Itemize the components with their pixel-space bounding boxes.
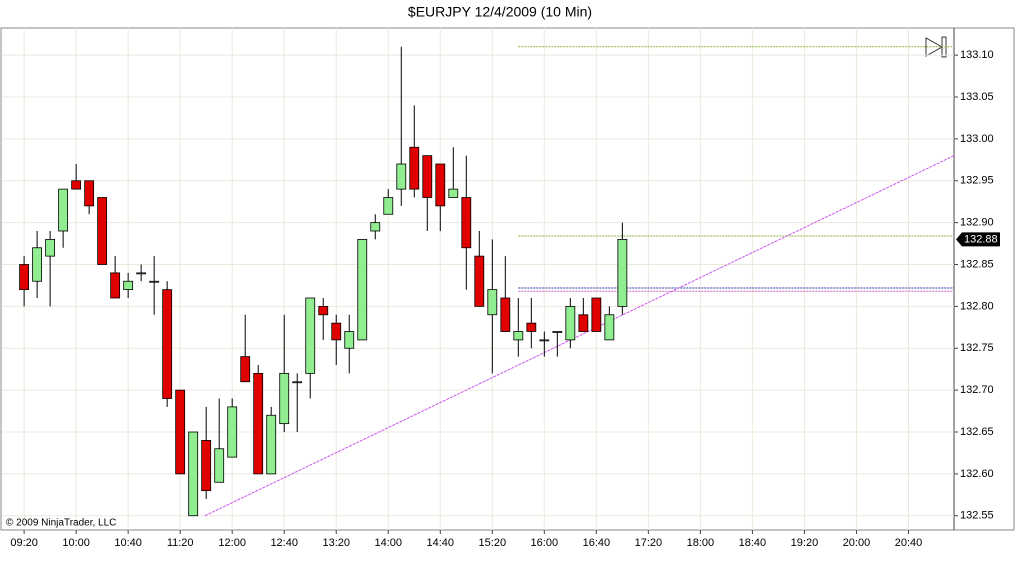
y-tick-label: 132.90 <box>960 217 994 229</box>
x-tick-label: 14:40 <box>427 537 455 549</box>
candle-body <box>318 305 329 316</box>
trendline <box>204 155 955 517</box>
x-tick-label: 16:40 <box>583 537 611 549</box>
candle-body <box>123 280 134 291</box>
candle-body <box>435 163 446 207</box>
candle-body <box>149 280 160 283</box>
x-tick-label: 18:40 <box>739 537 767 549</box>
candle-body <box>175 389 186 475</box>
x-tick-label: 12:40 <box>270 537 298 549</box>
y-tick-label: 132.75 <box>960 342 994 354</box>
y-tick-label: 132.80 <box>960 300 994 312</box>
candle-body <box>474 255 485 307</box>
candle-body <box>32 247 43 282</box>
candle-body <box>461 197 472 249</box>
candle-body <box>227 406 238 458</box>
candle-body <box>409 146 420 190</box>
candle-body <box>500 297 511 332</box>
last-price-marker <box>956 232 1000 247</box>
x-tick-label: 10:40 <box>114 537 142 549</box>
candle-body <box>344 331 355 349</box>
x-tick-label: 19:20 <box>791 537 819 549</box>
candle-body <box>266 414 277 475</box>
x-tick-label: 20:40 <box>895 537 923 549</box>
x-tick-label: 13:20 <box>322 537 350 549</box>
candle-body <box>539 339 550 342</box>
candle-body <box>448 188 459 198</box>
candle-body <box>188 431 199 517</box>
y-tick-label: 132.55 <box>960 510 994 522</box>
candle-body <box>513 331 524 341</box>
frame <box>0 27 1015 531</box>
candle-body <box>58 188 69 232</box>
y-tick-label: 133.10 <box>960 49 994 61</box>
y-tick-label: 133.05 <box>960 91 994 103</box>
candle-body <box>19 264 30 291</box>
x-tick-label: 16:00 <box>531 537 559 549</box>
x-tick-label: 14:00 <box>374 537 402 549</box>
candle-body <box>201 439 212 492</box>
x-tick-label: 12:00 <box>218 537 246 549</box>
candle-body <box>214 448 225 483</box>
candle-body <box>240 356 251 383</box>
candle-body <box>71 180 82 190</box>
chart-title: $EURJPY 12/4/2009 (10 Min) <box>408 4 592 20</box>
y-tick-label: 132.60 <box>960 468 994 480</box>
candle-body <box>136 272 147 275</box>
candle-body <box>617 238 628 307</box>
candle-body <box>396 163 407 190</box>
y-tick-label: 132.95 <box>960 175 994 187</box>
candle-body <box>578 314 589 332</box>
y-tick-label: 132.85 <box>960 258 994 270</box>
x-tick-label: 20:00 <box>843 537 871 549</box>
candle-body <box>279 372 290 425</box>
x-tick-label: 09:20 <box>10 537 38 549</box>
candle-body <box>162 289 173 399</box>
candle-body <box>565 305 576 341</box>
y-tick-label: 132.70 <box>960 384 994 396</box>
candle-body <box>357 238 368 341</box>
candle-body <box>110 272 121 299</box>
candle-body <box>331 322 342 341</box>
candle-body <box>591 297 602 332</box>
copyright: © 2009 NinjaTrader, LLC <box>6 518 116 529</box>
candle-body <box>97 197 108 265</box>
y-tick-label: 132.65 <box>960 426 994 438</box>
candle-body <box>253 372 264 475</box>
candle-body <box>305 297 316 374</box>
candle-body <box>84 180 95 207</box>
candle-body <box>422 155 433 198</box>
candle-body <box>370 222 381 232</box>
x-tick-label: 15:20 <box>479 537 507 549</box>
x-tick-label: 17:20 <box>635 537 663 549</box>
candle-body <box>604 314 615 341</box>
last-price-label: 132.88 <box>964 233 998 245</box>
candle-body <box>552 331 563 333</box>
x-tick-label: 11:20 <box>167 537 194 549</box>
candle-body <box>45 238 56 257</box>
candle-body <box>383 197 394 215</box>
x-tick-label: 10:00 <box>62 537 90 549</box>
x-tick-label: 18:00 <box>687 537 715 549</box>
plot <box>2 28 955 530</box>
candle-body <box>487 289 498 316</box>
candle-body <box>292 381 303 384</box>
candle-body <box>526 322 537 332</box>
y-tick-label: 133.00 <box>960 133 994 145</box>
